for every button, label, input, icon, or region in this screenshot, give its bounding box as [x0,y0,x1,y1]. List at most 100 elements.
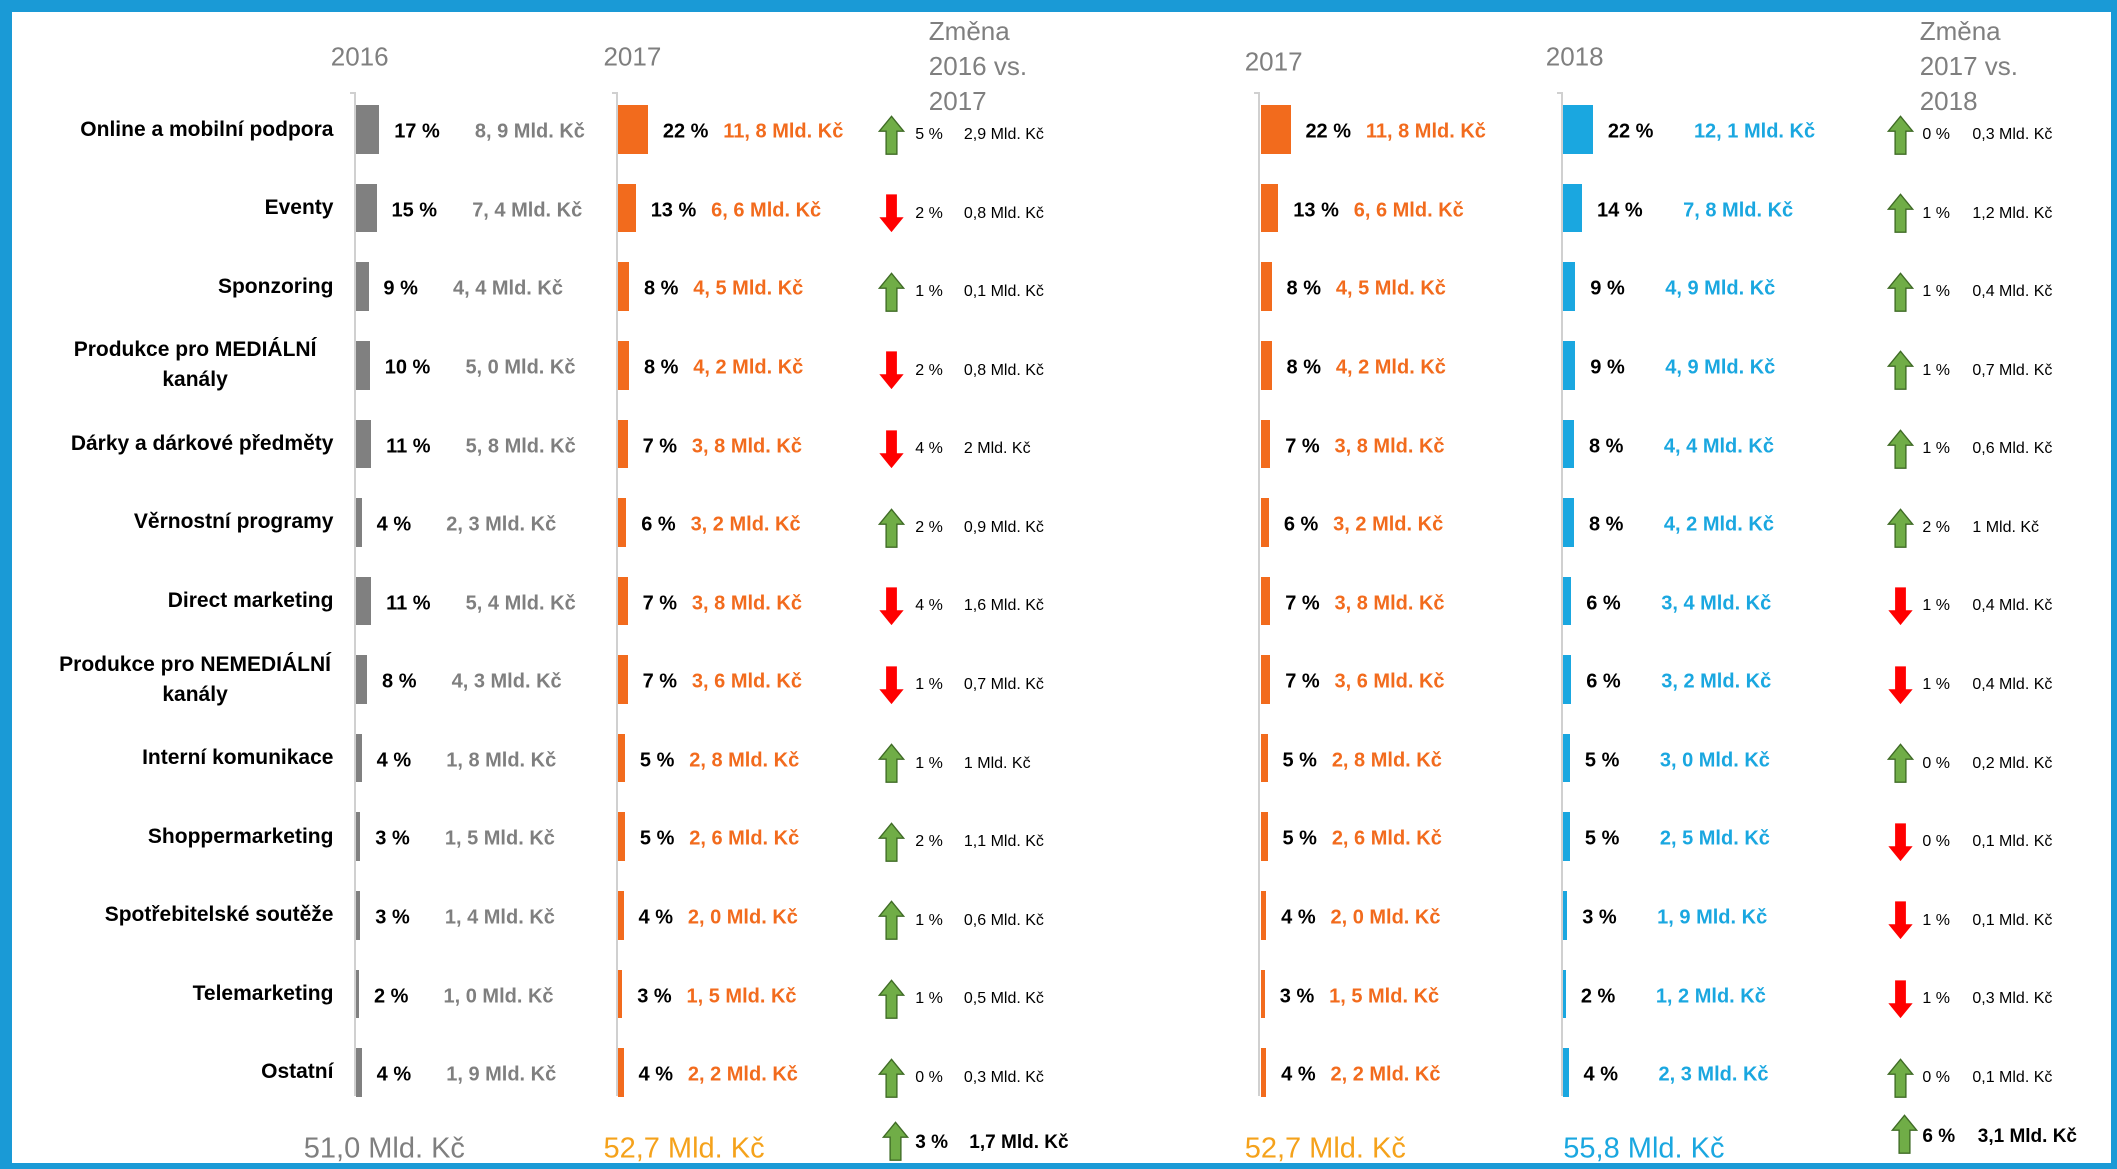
bar [618,341,630,390]
amount-label: 2, 3 Mld. Kč [446,513,557,536]
value-label: 6 % [1283,513,1319,536]
value-label: 7 % [642,592,678,615]
change-percent: 1 % [1922,440,1950,458]
category-label: Telemarketing [192,981,334,1005]
value-label: 9 % [1590,356,1625,379]
bar [618,498,627,547]
arrow-up [877,979,905,1019]
arrow-up [877,822,905,862]
bar [356,969,360,1019]
value-label: 5 % [1584,827,1620,850]
value-label: 8 % [1588,435,1624,458]
value-label: 7 % [1285,435,1320,458]
value-label: 4 % [1281,906,1316,929]
bar [618,812,626,862]
change-percent: 0 % [915,1068,943,1086]
category-label: Interní komunikace [142,746,334,770]
change-amount: 0,7 Mld. Kč [963,675,1044,693]
change-percent: 1 % [1922,361,1950,379]
arrow-down [1888,587,1913,626]
arrow-down [878,587,904,626]
value-label: 10 % [384,356,431,379]
bar-labels: 4 % 1, 9 Mld. Kč [377,1064,557,1087]
amount-label: 1, 5 Mld. Kč [1329,985,1440,1008]
bar-labels: 3 % 1, 5 Mld. Kč [375,828,555,851]
value-label: 5 % [1584,749,1620,772]
bar-labels: 5 % 2, 5 Mld. Kč [1585,828,1770,851]
amount-label: 1, 5 Mld. Kč [686,985,797,1008]
category-label: Produkce pro NEMEDIÁLNÍ kanály [59,652,332,706]
axis-line [353,91,356,1097]
arrow-shape [877,1057,905,1098]
bar [1260,498,1269,547]
total-change-amount: 3,1 Mld. Kč [1977,1125,2077,1147]
bar [1563,419,1575,469]
change-percent: 1 % [1922,283,1950,301]
amount-label: 2, 6 Mld. Kč [1331,827,1442,850]
change-amount: 2,9 Mld. Kč [963,126,1044,143]
amount-label: 1, 9 Mld. Kč [446,1063,557,1086]
change-percent: 2 % [915,518,943,536]
arrow-shape [878,430,904,469]
arrow-up [877,900,905,941]
change-percent: 5 % [915,126,943,143]
category-label: Dárky a dárkové předměty [70,431,334,455]
amount-label: 1, 9 Mld. Kč [1657,906,1768,929]
arrow-shape [1888,666,1913,704]
arrow-up [1891,1114,1919,1154]
bar [618,183,636,233]
category-label: Ostatní [261,1060,334,1084]
value-label: 9 % [383,277,418,300]
category-label: Online a mobilní podpora [80,117,334,141]
bar-labels: 7 % 3, 6 Mld. Kč [1285,671,1444,694]
bar-labels: 17 % 8, 9 Mld. Kč [394,121,585,144]
bar [356,655,368,704]
total-change-percent: 3 % [915,1132,949,1154]
arrow-shape [877,272,905,312]
arrow-shape [877,822,905,862]
bar [618,419,628,469]
bar-labels: 4 % 1, 8 Mld. Kč [377,749,557,772]
bar [618,105,648,154]
bar-labels: 7 % 3, 6 Mld. Kč [643,671,802,694]
change-percent: 1 % [915,283,943,301]
value-label: 4 % [376,513,412,536]
value-label: 8 % [1286,277,1322,300]
change-percent: 2 % [915,204,943,222]
change-percent: 1 % [915,911,943,929]
amount-label: 3, 4 Mld. Kč [1661,592,1772,615]
amount-label: 4, 4 Mld. Kč [1663,435,1774,458]
bar [1260,969,1265,1019]
arrow-shape [1887,350,1915,391]
arrow-shape [1891,1114,1919,1154]
change-amount: 0,6 Mld. Kč [963,911,1044,929]
change-percent: 0 % [1922,833,1950,851]
value-label: 4 % [638,1063,674,1086]
bar-labels: 8 % 4, 4 Mld. Kč [1589,435,1774,458]
change-amount: 0,3 Mld. Kč [1972,990,2053,1008]
change-percent: 4 % [915,597,943,615]
bar-labels: 14 % 7, 8 Mld. Kč [1597,199,1793,222]
value-label: 5 % [1282,827,1317,850]
amount-label: 4, 2 Mld. Kč [1663,513,1774,536]
bar-labels: 11 % 5, 8 Mld. Kč [386,435,576,458]
bar [1563,812,1571,862]
amount-label: 4, 4 Mld. Kč [452,277,563,300]
change-amount: 1 Mld. Kč [1972,518,2040,536]
value-label: 4 % [376,749,412,772]
bar-labels: 11 % 5, 4 Mld. Kč [386,592,576,615]
bar-labels: 5 % 2, 6 Mld. Kč [1283,828,1442,851]
arrow-shape [1888,980,1913,1019]
arrow-shape [877,743,905,784]
bar-labels: 5 % 2, 8 Mld. Kč [1283,749,1442,772]
arrow-shape [877,115,905,155]
bar [356,498,362,547]
amount-label: 1, 8 Mld. Kč [446,749,557,772]
arrow-shape [1888,901,1913,940]
amount-label: 3, 2 Mld. Kč [690,513,801,536]
panel-title: 2017 [1244,46,1303,77]
bar [1563,891,1568,940]
arrow-up [877,507,905,548]
bar [1260,341,1272,390]
bar [356,891,361,940]
